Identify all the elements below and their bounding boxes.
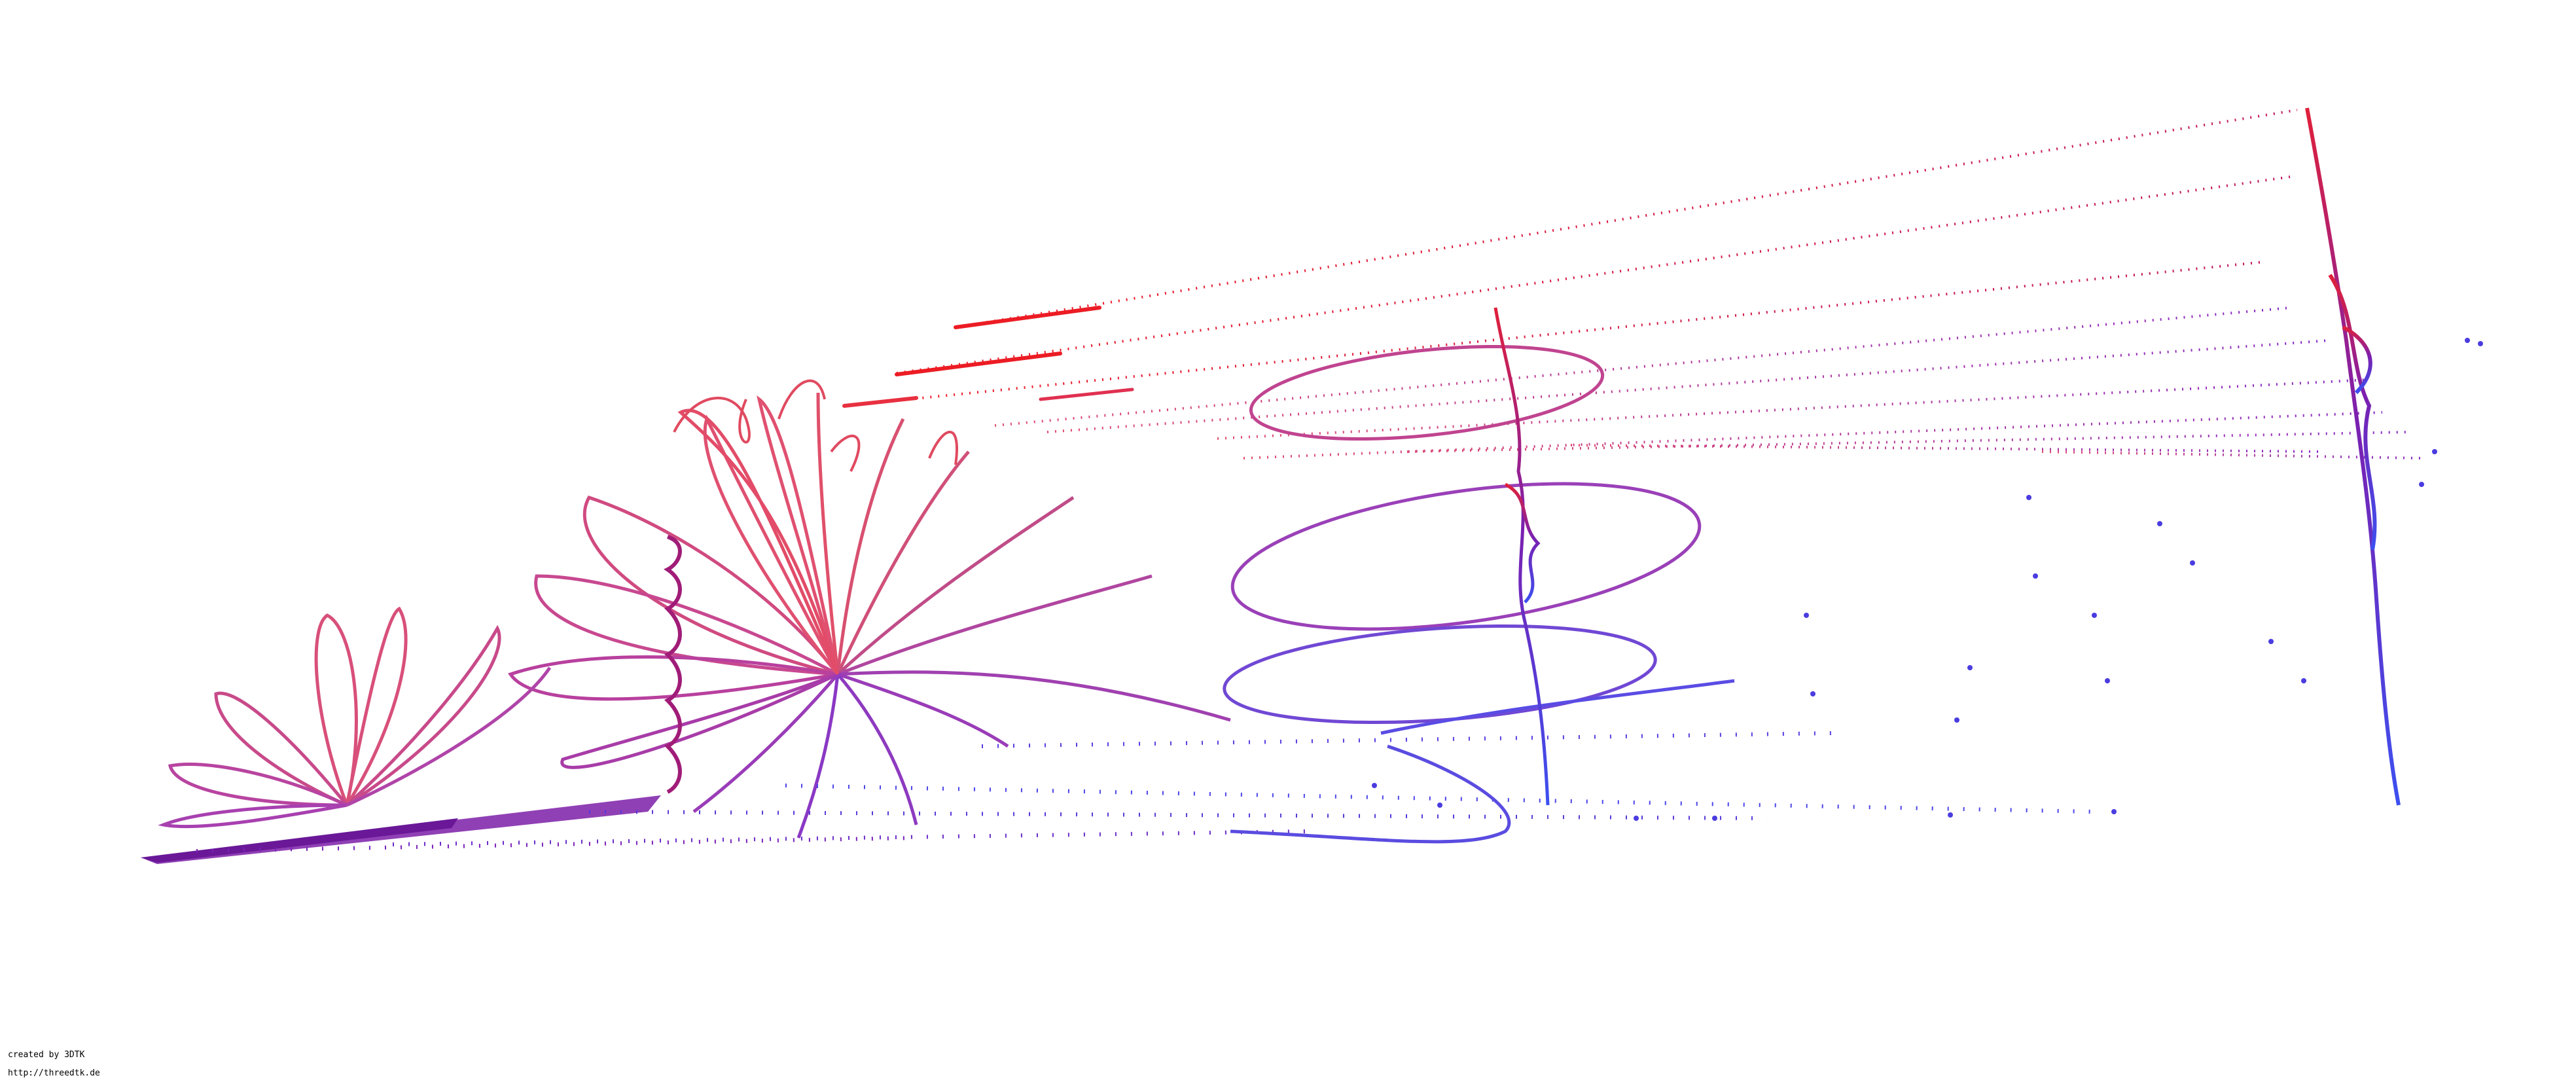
left-flower	[158, 606, 552, 829]
far-scan-lines	[844, 109, 2422, 460]
central-flower	[508, 392, 1231, 839]
mid-column	[1494, 307, 1550, 806]
left-spring	[664, 535, 682, 794]
ground-scatter	[196, 731, 2095, 853]
sparse-dots	[1372, 338, 2483, 821]
top-scribbles	[673, 379, 958, 472]
credit-created-by: created by 3DTK	[8, 1050, 85, 1060]
right-column	[2305, 107, 2401, 806]
ellipse-loops	[1223, 344, 1735, 844]
red-strokes	[842, 306, 1134, 408]
credit-url[interactable]: http://threedtk.de	[8, 1068, 100, 1078]
bottom-wedge	[141, 795, 661, 864]
